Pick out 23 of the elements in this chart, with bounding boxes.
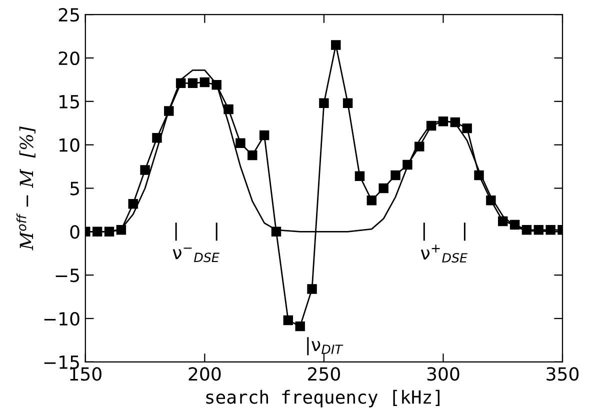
annotation: ν$^{+}$$_{DSE}$ <box>420 244 468 263</box>
y-tick-label: −10 <box>44 312 80 326</box>
x-axis-title: search frequency [kHz] <box>206 390 440 408</box>
annotation: |ν$_{DIT}$ <box>307 337 344 356</box>
x-tick-label: 250 <box>308 367 340 381</box>
x-tick-label: 300 <box>427 367 460 381</box>
y-tick-label: −5 <box>56 268 79 282</box>
x-tick-label: 350 <box>546 367 579 381</box>
y-axis-title: M$^{off}$ − M [%] <box>16 126 36 250</box>
y-tick-label: 15 <box>60 95 79 109</box>
y-tick-label: 10 <box>60 138 80 152</box>
annotation: ν$^{−}$$_{DSE}$ <box>172 248 220 262</box>
annotation: | <box>423 222 425 241</box>
y-tick-label: 20 <box>58 51 80 66</box>
y-tick-label: −15 <box>44 356 79 370</box>
x-tick-label: 150 <box>70 367 102 381</box>
y-tick-label: 5 <box>70 182 79 196</box>
x-tick-label: 200 <box>188 367 221 381</box>
annotation: | <box>464 222 466 241</box>
y-tick-label: 25 <box>58 8 79 22</box>
annotation: | <box>175 222 177 241</box>
annotation: | <box>216 222 218 241</box>
y-tick-label: 0 <box>70 225 80 239</box>
